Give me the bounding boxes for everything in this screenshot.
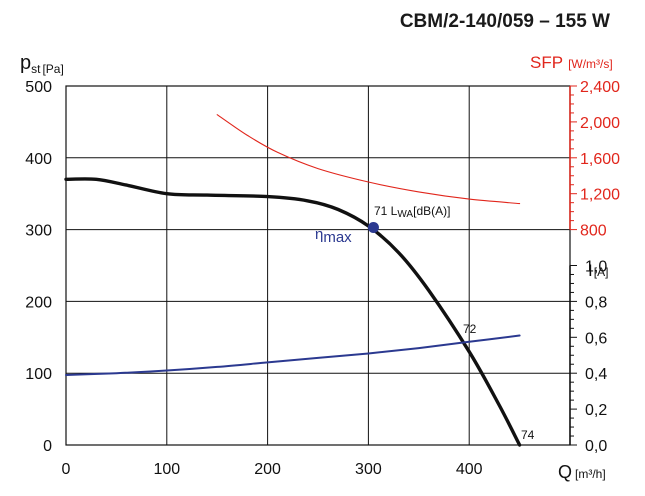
- x-tick-label: 300: [355, 461, 382, 478]
- pressure-curve: [64, 177, 522, 447]
- current-tick-label: 1,0: [585, 259, 607, 276]
- y-left-tick-label: 400: [25, 151, 52, 168]
- sfp-curve: [216, 114, 521, 205]
- y-left-tick-label: 100: [25, 366, 52, 383]
- tick-labels: 0 100 200 300 400 500 0 100 200 300 400 800 1,200 1,6…: [25, 79, 620, 478]
- sound-label-72: 72: [463, 322, 477, 336]
- current-tick-label: 0,2: [585, 402, 607, 419]
- sfp-tick-label: 1,200: [580, 187, 620, 204]
- current-tick-label: 0,8: [585, 294, 607, 311]
- x-tick-label: 0: [62, 461, 71, 478]
- y-left-tick-label: 500: [25, 79, 52, 96]
- marks-group: [367, 221, 379, 233]
- x-tick-label: 200: [254, 461, 281, 478]
- y-left-tick-label: 0: [43, 438, 52, 455]
- y-axis-current-label: I[A]: [588, 261, 608, 280]
- x-axis-label: Q [m³/h]: [558, 462, 606, 482]
- sfp-tick-label: 800: [580, 223, 607, 240]
- y-left-tick-label: 300: [25, 223, 52, 240]
- grid: [65, 85, 577, 446]
- sound-unit: [dB(A)]: [413, 204, 450, 218]
- x-axis-unit: [m³/h]: [575, 467, 606, 481]
- sound-label-74: 74: [521, 428, 535, 442]
- plot-frame: [65, 85, 571, 446]
- sfp-tick-label: 2,000: [580, 115, 620, 132]
- y-axis-left-label: pst [Pa]: [20, 52, 64, 76]
- current-tick-label: 0,0: [585, 438, 607, 455]
- sound-level-label: 71 LWA[dB(A)]: [374, 204, 450, 220]
- eta-text: max: [323, 229, 352, 246]
- series-group: [64, 114, 522, 447]
- y-axis-current-name: I: [588, 261, 593, 280]
- y-axis-sfp-unit: [W/m³/s]: [568, 57, 613, 71]
- current-curve: [65, 334, 521, 376]
- sfp-tick-label: 1,600: [580, 151, 620, 168]
- y-axis-left-symbol: p: [20, 52, 31, 74]
- y-left-tick-label: 200: [25, 294, 52, 311]
- x-axis-symbol: Q: [558, 462, 572, 482]
- y-axis-sfp-label: SFP [W/m³/s]: [530, 53, 613, 72]
- sound-prefix: 71 L: [374, 204, 398, 218]
- eta-symbol: η: [315, 226, 323, 243]
- x-tick-label: 100: [153, 461, 180, 478]
- eta-max-point: [367, 221, 379, 233]
- y-axis-left-unit: [Pa]: [42, 62, 63, 76]
- current-tick-label: 0,4: [585, 366, 607, 383]
- y-axis-left-subscript: st: [31, 62, 41, 76]
- sound-sub: WA: [397, 209, 413, 220]
- chart-title: CBM/2-140/059 – 155 W: [400, 11, 610, 32]
- y-axis-current-unit: [A]: [594, 265, 609, 279]
- y-axis-sfp-name: SFP: [530, 53, 563, 72]
- eta-max-label: ηmax: [315, 226, 352, 246]
- current-tick-label: 0,6: [585, 330, 607, 347]
- x-tick-label: 400: [456, 461, 483, 478]
- sfp-tick-label: 2,400: [580, 79, 620, 96]
